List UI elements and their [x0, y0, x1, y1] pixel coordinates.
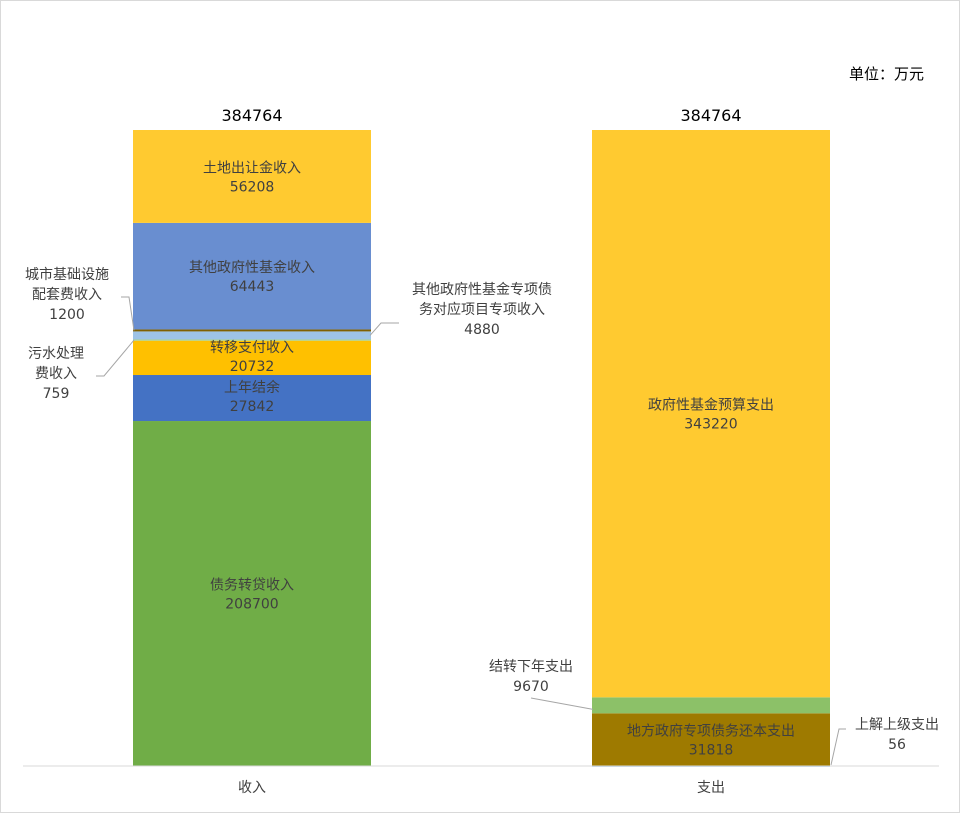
callout-label-sewage: 污水处理费收入 759 [28, 346, 84, 402]
callout-label-infrastructure-line-2: 1200 [49, 307, 85, 323]
inline-label-2-line-1: 20732 [230, 359, 275, 375]
leader-lines-layer [96, 296, 846, 766]
callout-label-remit-line-1: 56 [888, 737, 906, 753]
inline-label-0-line-0: 债务转贷收入 [210, 578, 294, 594]
callout-label-infrastructure-line-0: 城市基础设施 [25, 266, 109, 283]
callout-label-remit: 上解上级支出 56 [855, 717, 939, 753]
callout-label-special-debt-line-1: 务对应项目专项收入 [419, 301, 545, 318]
inline-label-3: 其他政府性基金收入 64443 [189, 259, 315, 295]
callout-label-sewage-line-1: 费收入 [35, 366, 77, 382]
bar-segment-7 [133, 130, 371, 223]
bar-segment-0 [133, 421, 371, 766]
inline-label-1: 上年结余 27842 [224, 379, 280, 415]
bar-segment-5 [133, 329, 371, 332]
inline-label-0-line-1: 208700 [225, 597, 278, 613]
leader-sewage [96, 339, 135, 377]
total-label-income: 384764 [221, 106, 282, 125]
labels-layer: 债务转贷收入 208700 上年结余 27842 转移支付收入 20732 其他政府性基金收… [25, 160, 939, 758]
bar-segment-4 [133, 331, 371, 340]
leader-carryover [530, 697, 594, 710]
inline-label-2-line-0: 转移支付收入 [210, 340, 294, 356]
bars-layer [133, 130, 830, 767]
inline-label-4-line-1: 56208 [230, 179, 275, 195]
inline-label-3-line-0: 其他政府性基金收入 [189, 259, 315, 276]
bar-segment-3 [133, 339, 371, 341]
inline-label-3-line-1: 64443 [230, 279, 275, 295]
callout-label-carryover: 结转下年支出 9670 [489, 659, 573, 695]
callout-label-remit-line-0: 上解上级支出 [855, 717, 939, 733]
unit-label: 单位：万元 [849, 65, 924, 83]
total-label-expense: 384764 [680, 106, 741, 125]
inline-label-6-line-1: 343220 [684, 417, 737, 433]
inline-label-1-line-1: 27842 [230, 399, 275, 415]
inline-label-4: 土地出让金收入 56208 [203, 160, 301, 195]
leader-remit [830, 728, 846, 766]
inline-label-5-line-0: 地方政府专项债务还本支出 [627, 724, 795, 740]
inline-label-0: 债务转贷收入 208700 [210, 578, 294, 613]
callout-label-special-debt-line-0: 其他政府性基金专项债 [412, 281, 552, 298]
inline-label-4-line-0: 土地出让金收入 [203, 160, 301, 176]
callout-label-sewage-line-2: 759 [43, 386, 70, 402]
bar-segment-1 [133, 375, 371, 422]
inline-label-5-line-1: 31818 [689, 743, 734, 759]
bar-segment-10 [592, 697, 830, 714]
inline-label-1-line-0: 上年结余 [224, 379, 280, 396]
inline-label-6-line-0: 政府性基金预算支出 [648, 397, 774, 414]
callout-label-infrastructure: 城市基础设施配套费收入 1200 [25, 266, 109, 323]
inline-label-2: 转移支付收入 20732 [210, 340, 294, 375]
callout-label-carryover-line-0: 结转下年支出 [489, 659, 573, 675]
bar-segment-2 [133, 340, 371, 376]
callout-label-carryover-line-1: 9670 [513, 679, 549, 695]
bar-segment-6 [133, 222, 371, 330]
callout-label-special-debt: 其他政府性基金专项债务对应项目专项收入 4880 [412, 281, 552, 338]
callout-label-sewage-line-0: 污水处理 [28, 346, 84, 362]
category-label-expense: 支出 [697, 780, 725, 796]
bar-segment-9 [592, 713, 830, 766]
callout-label-special-debt-line-2: 4880 [464, 322, 500, 338]
leader-infrastructure [121, 296, 135, 331]
inline-label-6: 政府性基金预算支出 343220 [648, 397, 774, 433]
category-label-income: 收入 [238, 780, 266, 796]
bar-segment-11 [592, 130, 830, 698]
callout-label-infrastructure-line-1: 配套费收入 [32, 287, 102, 303]
inline-label-5: 地方政府专项债务还本支出 31818 [627, 724, 795, 759]
leader-special-debt [369, 322, 399, 336]
